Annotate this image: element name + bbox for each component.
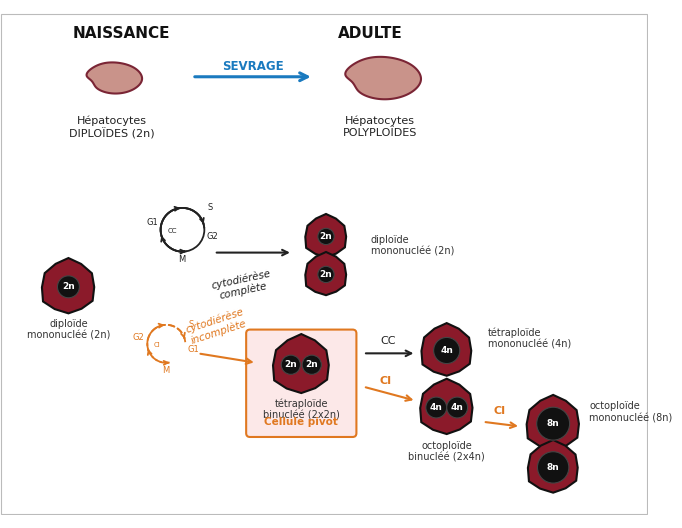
- Text: M: M: [178, 255, 185, 264]
- Polygon shape: [345, 57, 421, 99]
- Text: CC: CC: [380, 336, 396, 346]
- Text: octoploïde
binucléé (2x4n): octoploïde binucléé (2x4n): [409, 441, 485, 463]
- Polygon shape: [527, 395, 579, 450]
- Polygon shape: [420, 379, 473, 434]
- Text: 4n: 4n: [441, 346, 453, 355]
- Text: cytodiérèse
incomplète: cytodiérèse incomplète: [184, 306, 249, 347]
- Text: CI: CI: [380, 375, 392, 385]
- Circle shape: [537, 452, 569, 483]
- Polygon shape: [306, 252, 346, 295]
- Polygon shape: [528, 440, 578, 493]
- Text: G2: G2: [206, 232, 218, 241]
- Text: ADULTE: ADULTE: [338, 26, 403, 41]
- Text: tétraploïde
mononucléé (4n): tétraploïde mononucléé (4n): [488, 327, 571, 349]
- Text: 4n: 4n: [430, 403, 443, 412]
- Text: Cellule pivot: Cellule pivot: [265, 417, 338, 427]
- Text: octoploïde
mononucléé (8n): octoploïde mononucléé (8n): [589, 401, 672, 423]
- Polygon shape: [306, 214, 346, 257]
- Text: 4n: 4n: [451, 403, 464, 412]
- Polygon shape: [87, 62, 142, 93]
- Text: CI: CI: [153, 342, 160, 348]
- Text: G2: G2: [133, 333, 145, 342]
- Text: 8n: 8n: [547, 463, 559, 472]
- Circle shape: [302, 355, 321, 374]
- Text: NAISSANCE: NAISSANCE: [73, 26, 170, 41]
- Text: 2n: 2n: [284, 360, 297, 369]
- Text: tétraploïde
binucléé (2x2n): tétraploïde binucléé (2x2n): [263, 398, 340, 420]
- Text: Hépatocytes
DIPLOÏDES (2n): Hépatocytes DIPLOÏDES (2n): [70, 116, 155, 139]
- Text: diploïde
mononucléé (2n): diploïde mononucléé (2n): [27, 319, 110, 341]
- Text: cytodiérèse
complète: cytodiérèse complète: [210, 268, 274, 303]
- Text: M: M: [162, 366, 169, 375]
- Polygon shape: [421, 323, 471, 376]
- Polygon shape: [42, 258, 94, 313]
- Text: CI: CI: [494, 406, 506, 416]
- Text: 2n: 2n: [320, 232, 332, 241]
- Circle shape: [281, 355, 301, 374]
- Circle shape: [318, 266, 334, 282]
- Text: G1: G1: [187, 345, 199, 354]
- Text: 2n: 2n: [306, 360, 318, 369]
- Circle shape: [434, 337, 460, 364]
- FancyBboxPatch shape: [246, 329, 357, 437]
- Text: G1: G1: [146, 218, 158, 227]
- Circle shape: [447, 397, 468, 418]
- Text: CC: CC: [168, 228, 177, 234]
- Circle shape: [57, 276, 79, 298]
- Text: diploïde
mononucléé (2n): diploïde mononucléé (2n): [371, 235, 454, 257]
- Text: S: S: [207, 203, 212, 212]
- Text: S: S: [188, 320, 194, 329]
- Circle shape: [426, 397, 447, 418]
- Polygon shape: [273, 334, 329, 393]
- Text: Hépatocytes
POLYPLOÏDES: Hépatocytes POLYPLOÏDES: [343, 116, 417, 138]
- Text: 2n: 2n: [320, 270, 332, 279]
- Text: SEVRAGE: SEVRAGE: [222, 60, 284, 73]
- Circle shape: [318, 228, 334, 244]
- Text: 8n: 8n: [547, 419, 559, 428]
- Circle shape: [537, 407, 569, 440]
- Text: 2n: 2n: [62, 282, 75, 291]
